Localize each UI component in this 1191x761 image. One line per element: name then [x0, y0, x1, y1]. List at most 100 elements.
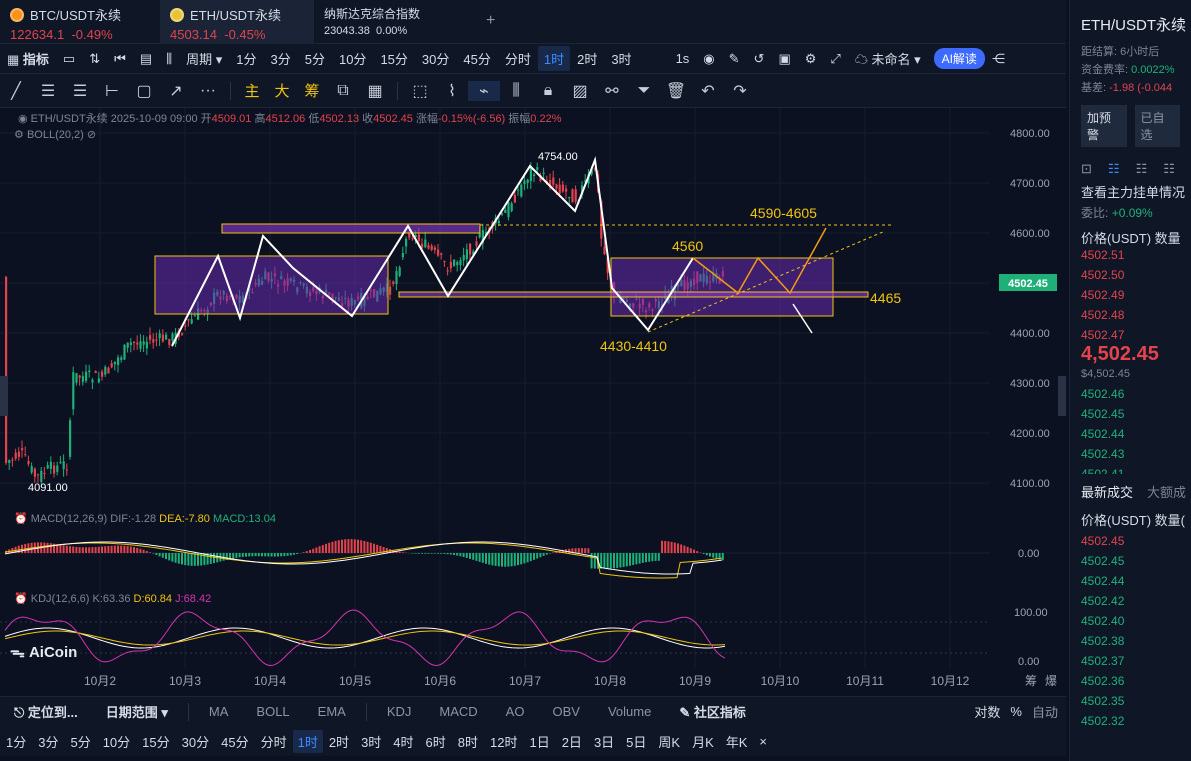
favorite-button[interactable]: 已自选	[1134, 105, 1180, 147]
indicator-kdj[interactable]: KDJ	[386, 704, 412, 719]
undo-icon[interactable]: ↶	[701, 82, 715, 100]
left-collapse-handle[interactable]	[0, 376, 8, 416]
bottom-interval-10[interactable]: 3时	[361, 734, 382, 750]
add-tab-icon[interactable]: +	[486, 12, 496, 29]
ask-row[interactable]: 4502.50	[1081, 268, 1125, 282]
ruler-icon[interactable]: ⌇	[448, 82, 456, 100]
bottom-interval-12[interactable]: 6时	[425, 734, 446, 750]
horizontal-ray-icon[interactable]: ⊢	[105, 82, 119, 100]
more-tools-icon[interactable]: ···	[200, 81, 216, 99]
auto-toggle[interactable]: 自动	[1031, 705, 1058, 720]
ask-row[interactable]: 4502.51	[1081, 248, 1125, 262]
locate-button[interactable]: ⎋ 定位到...	[14, 705, 78, 720]
calendar-icon[interactable]: ▦	[367, 82, 383, 100]
tab-btc[interactable]: BTC/USDT永续 122634.1 -0.49%	[0, 0, 158, 44]
bottom-interval-8[interactable]: 1时	[292, 729, 323, 753]
interval-15m[interactable]: 15分	[380, 52, 408, 67]
bottom-interval-16[interactable]: 2日	[561, 734, 582, 750]
filter-icon[interactable]: ⏷	[637, 81, 651, 99]
bottom-interval-6[interactable]: 45分	[221, 734, 249, 750]
hide-icon[interactable]: ▨	[572, 82, 588, 100]
ask-row[interactable]: 4502.49	[1081, 288, 1125, 302]
magnet-icon[interactable]: ⌁	[468, 80, 500, 101]
bottom-interval-11[interactable]: 4时	[393, 734, 414, 750]
community-indicator-button[interactable]: ✎ 社区指标	[679, 705, 746, 720]
tab-nasdaq[interactable]: 纳斯达克综合指数 23043.38 0.00%	[314, 0, 474, 44]
interval-5m[interactable]: 5分	[304, 52, 325, 67]
settings-small-icon[interactable]: ⚙	[14, 129, 24, 141]
replay-icon[interactable]: ↺	[753, 50, 765, 66]
chip-button[interactable]: 筹	[304, 83, 320, 100]
trash-icon[interactable]: 🗑︎	[665, 82, 687, 100]
bottom-interval-1[interactable]: 3分	[38, 734, 59, 750]
chart-area[interactable]: 4800.004700.004600.004500.004400.004300.…	[0, 108, 1066, 696]
interval-1m[interactable]: 1分	[236, 52, 257, 67]
trade-row[interactable]: 4502.35	[1081, 694, 1125, 708]
select-tool-icon[interactable]: ⬚	[412, 82, 428, 100]
interval-3m[interactable]: 3分	[270, 52, 291, 67]
right-collapse-handle[interactable]	[1058, 376, 1066, 416]
lock-icon[interactable]: 🔒︎	[543, 81, 553, 99]
pen-icon[interactable]: ✎	[728, 50, 740, 66]
kdj-legend[interactable]: ⏰ KDJ(12,6,6) K:63.36 D:60.84 J:68.42	[14, 592, 211, 605]
boll-legend[interactable]: ⚙ BOLL(20,2) ⊘	[14, 128, 96, 141]
book-bid-icon[interactable]: ☷	[1163, 161, 1175, 176]
share-icon[interactable]: ⋲	[991, 50, 1005, 66]
chip-axis-label[interactable]: 筹	[1025, 674, 1037, 688]
indicator-boll[interactable]: BOLL	[256, 704, 290, 719]
cloud-layout[interactable]: ☁ 未命名 ▾	[854, 52, 921, 67]
trade-row[interactable]: 4502.37	[1081, 654, 1125, 668]
camera-icon[interactable]: ◉	[703, 50, 715, 66]
arrow-tool-icon[interactable]: ↗	[169, 82, 183, 100]
bottom-interval-17[interactable]: 3日	[593, 734, 615, 750]
date-range-button[interactable]: 日期范围 ▾	[105, 705, 168, 720]
ask-row[interactable]: 4502.47	[1081, 328, 1125, 341]
trade-row[interactable]: 4502.38	[1081, 634, 1125, 648]
order-title[interactable]: 查看主力挂单情况	[1081, 185, 1186, 200]
book-ask-icon[interactable]: ☷	[1135, 161, 1148, 176]
trade-row[interactable]: 4502.44	[1081, 574, 1125, 588]
interval-10m[interactable]: 10分	[338, 52, 367, 67]
indicator-ao[interactable]: AO	[505, 704, 525, 719]
bid-row[interactable]: 4502.41	[1081, 467, 1125, 474]
settings-icon[interactable]: ⚙	[804, 50, 817, 66]
trade-row[interactable]: 4502.40	[1081, 614, 1125, 628]
burst-axis-label[interactable]: 爆	[1045, 674, 1057, 688]
fullscreen-icon[interactable]: ⤢	[830, 50, 841, 66]
interval-1h[interactable]: 1时	[537, 46, 571, 71]
trade-row[interactable]: 4502.42	[1081, 594, 1125, 608]
bottom-interval-9[interactable]: 2时	[328, 734, 350, 750]
link-icon[interactable]: ⚯	[605, 82, 619, 100]
interval-1s[interactable]: 1s	[675, 51, 690, 66]
bottom-interval-5[interactable]: 30分	[181, 734, 210, 750]
parallel-tool-icon[interactable]: ☰	[40, 82, 56, 100]
trades-tab[interactable]: 最新成交	[1081, 485, 1134, 500]
bid-row[interactable]: 4502.45	[1081, 407, 1125, 421]
bottom-interval-15[interactable]: 1日	[529, 734, 550, 750]
bottom-interval-19[interactable]: 周K	[658, 734, 681, 750]
candle-type-icon[interactable]: ⫼	[166, 50, 173, 66]
interval-45m[interactable]: 45分	[463, 52, 491, 67]
alarm-icon[interactable]: ⏰	[14, 593, 28, 605]
bottom-interval-13[interactable]: 8时	[457, 734, 478, 750]
indicator-macd[interactable]: MACD	[439, 704, 478, 719]
indicator-volume[interactable]: Volume	[607, 704, 652, 719]
bottom-interval-21[interactable]: 年K	[725, 734, 748, 750]
indicator-ma[interactable]: MA	[208, 704, 229, 719]
redo-icon[interactable]: ↷	[733, 82, 747, 100]
close-icon[interactable]: ×	[759, 733, 768, 749]
interval-30m[interactable]: 30分	[421, 52, 450, 67]
period-dropdown[interactable]: 周期 ▾	[186, 52, 223, 67]
indicator-button[interactable]: ▦ 指标	[7, 52, 49, 67]
interval-2h[interactable]: 2时	[577, 52, 598, 67]
grid-icon[interactable]: ▤	[139, 50, 153, 66]
ask-row[interactable]: 4502.48	[1081, 308, 1125, 322]
trade-row[interactable]: 4502.32	[1081, 714, 1125, 728]
log-toggle[interactable]: 对数	[974, 705, 1001, 720]
price-chart[interactable]: 4800.004700.004600.004500.004400.004300.…	[0, 108, 1066, 696]
bottom-interval-4[interactable]: 15分	[142, 734, 170, 750]
trade-row[interactable]: 4502.45	[1081, 534, 1125, 548]
bottom-interval-7[interactable]: 分时	[260, 734, 287, 750]
lock-view-icon[interactable]: ⫼	[512, 81, 520, 99]
bottom-interval-3[interactable]: 10分	[102, 734, 131, 750]
